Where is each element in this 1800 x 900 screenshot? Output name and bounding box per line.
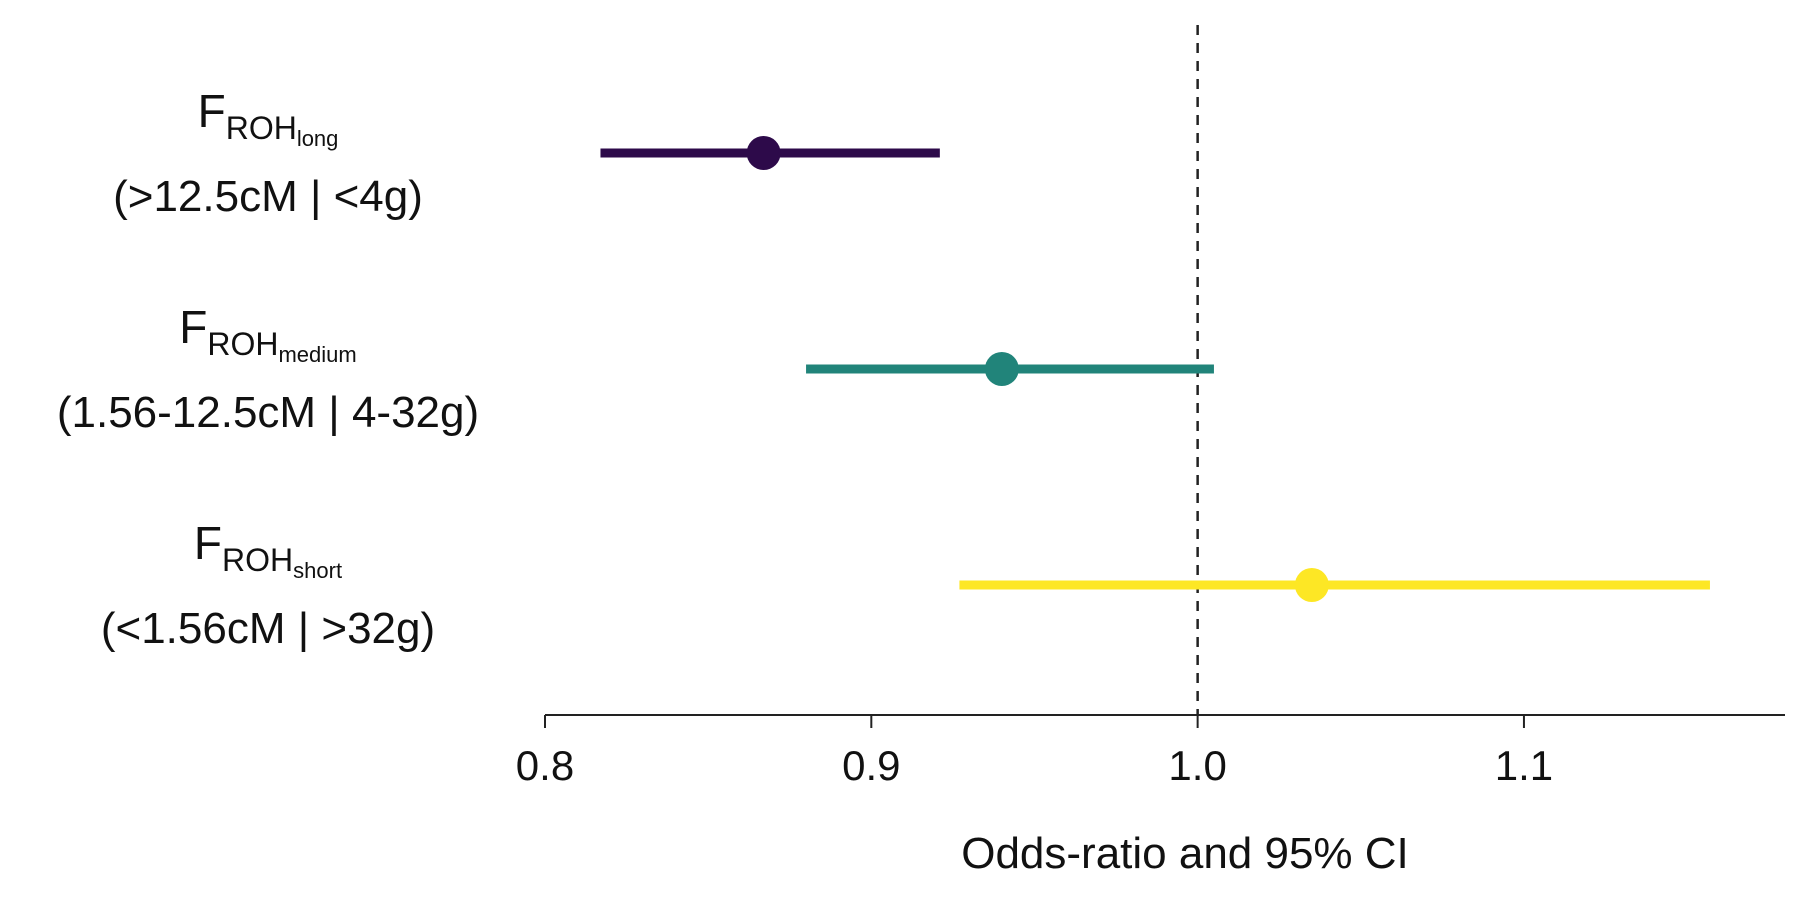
row-label-variable: FROHmedium [179,301,356,367]
point-estimate [746,136,781,170]
row-label-range: (<1.56cM | >32g) [101,604,435,653]
row-label-main: F [198,85,226,137]
row-label-main: F [179,301,207,353]
x-axis-ticks: 0.8 0.9 1.0 1.1 [516,715,1553,789]
row-labels: FROHlong(>12.5cM | <4g)FROHmedium(1.56-1… [57,85,479,653]
x-axis-title: Odds-ratio and 95% CI [961,829,1409,878]
x-tick-label: 1.1 [1495,742,1553,789]
x-tick-label: 0.9 [842,742,900,789]
x-tick-label: 0.8 [516,742,574,789]
row-label-sub: ROH [222,542,293,578]
row-label-subsub: short [293,558,342,583]
row-label: FROHshort (<1.56cM | >32g) [101,517,435,653]
point-estimate [984,352,1019,386]
row-label-range: (1.56-12.5cM | 4-32g) [57,388,479,437]
row-label: FROHlong (>12.5cM | <4g) [113,85,423,221]
x-tick-label: 1.0 [1168,742,1226,789]
row-label-main: F [194,517,222,569]
point-estimate [1294,568,1329,602]
ci-marks [600,136,1710,602]
row-label-subsub: medium [278,342,356,367]
row-label-sub: ROH [207,326,278,362]
row-label-subsub: long [297,126,339,151]
row-label-sub: ROH [226,110,297,146]
row-label: FROHmedium (1.56-12.5cM | 4-32g) [57,301,479,437]
row-label-range: (>12.5cM | <4g) [113,172,423,221]
row-label-variable: FROHlong [198,85,339,151]
row-label-variable: FROHshort [194,517,342,583]
